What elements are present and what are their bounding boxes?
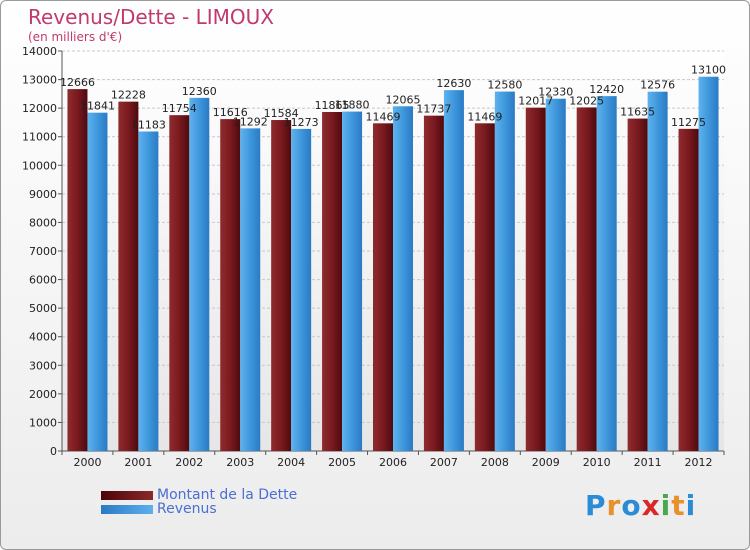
data-label-revenus: 11880 (335, 99, 370, 112)
legend-swatch-revenus (101, 504, 153, 514)
x-tick-label: 2007 (430, 456, 458, 469)
x-tick-label: 2002 (175, 456, 203, 469)
logo-letter: P (585, 489, 607, 522)
logo-letter: o (621, 489, 642, 522)
bar-dette (423, 115, 444, 452)
chart-subtitle: (en milliers d'€) (28, 30, 123, 44)
logo-letter: x (641, 489, 661, 522)
bar-revenus (494, 91, 515, 452)
data-label-revenus: 12580 (487, 79, 522, 92)
x-tick-label: 2004 (277, 456, 305, 469)
y-tick-label: 12000 (22, 102, 57, 115)
y-tick-label: 9000 (29, 188, 57, 201)
bar-revenus (393, 106, 413, 452)
legend-label-dette: Montant de la Dette (157, 487, 298, 503)
x-tick-label: 2006 (379, 456, 407, 469)
bar-dette (220, 119, 241, 451)
data-label-revenus: 12065 (386, 93, 421, 106)
y-tick-label: 1000 (29, 416, 57, 429)
data-label-dette: 11865 (315, 99, 350, 112)
y-tick-label: 10000 (22, 159, 57, 172)
data-label-revenus: 11292 (233, 115, 268, 128)
bar-dette (67, 89, 88, 451)
y-tick-label: 0 (50, 445, 57, 458)
data-label-revenus: 12576 (640, 79, 675, 92)
data-label-revenus: 13100 (691, 64, 726, 77)
bar-revenus (240, 128, 261, 451)
bar-dette (169, 115, 190, 452)
x-tick-label: 2011 (634, 456, 662, 469)
logo-letter: i (685, 489, 697, 522)
y-tick-label: 3000 (29, 359, 57, 372)
data-label-dette: 11275 (671, 116, 706, 129)
data-label-revenus: 12330 (538, 86, 573, 99)
data-label-dette: 11737 (416, 103, 451, 116)
bar-dette (271, 120, 292, 452)
bar-revenus (596, 96, 617, 452)
legend-item-revenus: Revenus (101, 501, 217, 517)
logo-letter: r (606, 489, 622, 522)
x-tick-label: 2001 (124, 456, 152, 469)
data-label-revenus: 11273 (284, 116, 319, 129)
bar-dette (373, 123, 393, 452)
legend-label-revenus: Revenus (157, 501, 217, 517)
y-tick-label: 11000 (22, 131, 57, 144)
data-label-dette: 11584 (264, 107, 299, 120)
x-tick-label: 2012 (685, 456, 713, 469)
data-label-revenus: 12630 (436, 77, 471, 90)
bar-revenus (698, 76, 719, 451)
data-label-dette: 12025 (569, 94, 604, 107)
logo-letter: i (660, 489, 672, 522)
y-tick-label: 2000 (29, 388, 57, 401)
bar-revenus (291, 128, 312, 451)
y-tick-label: 8000 (29, 216, 57, 229)
bar-dette (118, 101, 139, 451)
data-label-revenus: 12420 (589, 83, 624, 96)
x-tick-label: 2000 (73, 456, 101, 469)
bar-dette (576, 107, 597, 451)
bar-revenus (138, 131, 159, 451)
y-tick-label: 7000 (29, 245, 57, 258)
y-tick-label: 14000 (22, 45, 57, 58)
bar-dette (322, 112, 343, 451)
proxiti-logo: Proxiti (585, 489, 696, 522)
data-label-dette: 12017 (518, 95, 553, 108)
bar-dette (474, 123, 495, 452)
chart-title: Revenus/Dette - LIMOUX (28, 5, 274, 29)
y-tick-label: 6000 (29, 274, 57, 287)
bar-dette (678, 128, 699, 451)
bar-dette (525, 107, 546, 452)
data-label-dette: 11469 (366, 110, 401, 123)
data-label-dette: 11635 (620, 106, 655, 119)
bar-revenus (342, 111, 363, 452)
bar-revenus (443, 90, 464, 452)
data-label-revenus: 12360 (182, 85, 217, 98)
y-tick-label: 4000 (29, 331, 57, 344)
logo-letter: t (671, 489, 686, 522)
y-tick-label: 13000 (22, 74, 57, 87)
data-label-dette: 11469 (467, 110, 502, 123)
x-tick-label: 2003 (226, 456, 254, 469)
bar-revenus (647, 91, 668, 451)
bar-revenus (189, 97, 210, 451)
data-label-revenus: 11183 (131, 118, 166, 131)
x-tick-label: 2009 (532, 456, 560, 469)
bar-revenus (87, 112, 108, 451)
data-label-revenus: 11841 (80, 100, 115, 113)
x-tick-label: 2008 (481, 456, 509, 469)
legend-item-dette: Montant de la Dette (101, 487, 298, 503)
x-tick-label: 2010 (583, 456, 611, 469)
data-label-dette: 11754 (162, 102, 197, 115)
y-tick-label: 5000 (29, 302, 57, 315)
bar-dette (627, 118, 648, 452)
data-label-dette: 12228 (111, 89, 146, 102)
legend-swatch-dette (101, 490, 153, 500)
data-label-dette: 11616 (213, 106, 248, 119)
data-label-dette: 12666 (60, 76, 95, 89)
x-tick-label: 2005 (328, 456, 356, 469)
bar-revenus (545, 98, 566, 451)
